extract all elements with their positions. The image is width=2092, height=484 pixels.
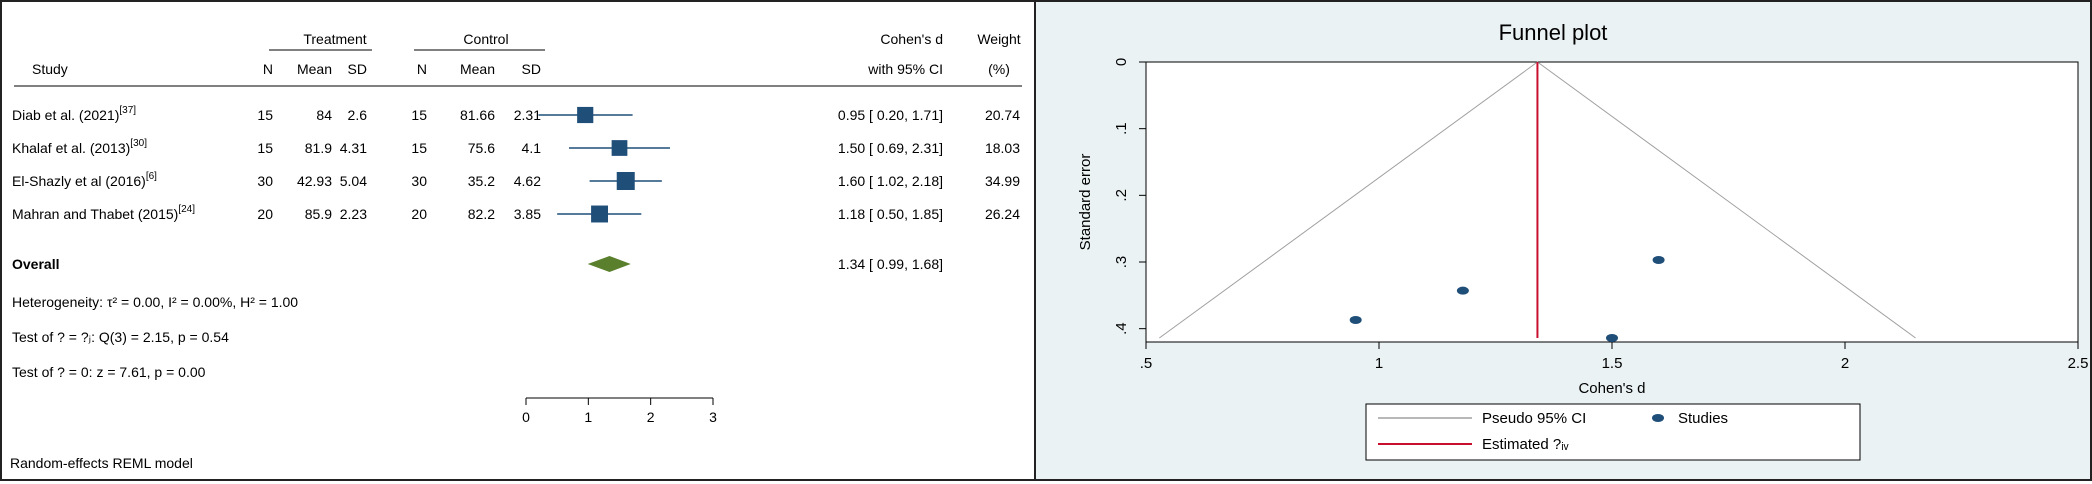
- funnel-y-tick-label: 0: [1113, 58, 1130, 66]
- overall-label: Overall: [12, 256, 59, 272]
- treatment-sd-cell: 4.31: [340, 140, 367, 156]
- legend-studies-swatch: [1652, 414, 1664, 422]
- treatment-mean-header: Mean: [297, 61, 332, 77]
- funnel-plot: Funnel plot .5 1 1.5 2 2.5 0 .1 .2 .3 .4 Standard…: [1077, 20, 2089, 461]
- forest-x-tick-label: 3: [709, 409, 717, 425]
- legend-studies-label: Studies: [1678, 410, 1728, 427]
- study-effect-marker: [616, 172, 635, 190]
- control-n-cell: 15: [411, 140, 427, 156]
- funnel-y-tick-label: .2: [1113, 189, 1130, 202]
- treatment-sd-cell: 2.23: [340, 206, 367, 222]
- treatment-mean-cell: 42.93: [297, 173, 332, 189]
- forest-plot-panel: Treatment Control Study N Mean SD N Mean…: [0, 0, 1036, 481]
- study-name: Mahran and Thabet (2015)[24]: [12, 204, 195, 222]
- control-sd-cell: 4.62: [514, 173, 541, 189]
- overall-diamond: [587, 256, 631, 272]
- weight-header-line2: (%): [988, 61, 1010, 77]
- control-n-cell: 30: [411, 173, 427, 189]
- control-n-cell: 20: [411, 206, 427, 222]
- funnel-x-tick-label: 2.5: [2068, 355, 2089, 372]
- treatment-mean-cell: 85.9: [305, 206, 332, 222]
- treatment-n-header: N: [263, 61, 273, 77]
- forest-x-tick-label: 0: [522, 409, 530, 425]
- funnel-y-tick-label: .1: [1113, 122, 1130, 135]
- study-reference: [6]: [146, 171, 157, 182]
- study-name: Khalaf et al. (2013)[30]: [12, 138, 147, 156]
- control-n-header: N: [417, 61, 427, 77]
- stats-line: Test of ? = ?ⱼ: Q(3) = 2.15, p = 0.54: [12, 329, 229, 345]
- control-mean-cell: 81.66: [460, 107, 495, 123]
- funnel-plot-area: [1145, 61, 2079, 343]
- effect-ci-cell: 1.60 [ 1.02, 2.18]: [838, 173, 943, 189]
- treatment-n-cell: 20: [257, 206, 273, 222]
- funnel-study-point: [1349, 316, 1362, 324]
- study-effect-marker: [591, 205, 609, 223]
- treatment-sd-cell: 2.6: [348, 107, 368, 123]
- funnel-plot-panel: Funnel plot .5 1 1.5 2 2.5 0 .1 .2 .3 .4 Standard…: [1036, 0, 2092, 481]
- funnel-study-point: [1652, 256, 1665, 264]
- weight-cell: 20.74: [985, 107, 1020, 123]
- study-name: Diab et al. (2021)[37]: [12, 105, 136, 123]
- funnel-y-tick-label: .4: [1113, 322, 1130, 335]
- funnel-x-tick-label: 2: [1841, 355, 1849, 372]
- funnel-x-tick-label: 1.5: [1602, 355, 1623, 372]
- effect-ci-cell: 1.50 [ 0.69, 2.31]: [838, 140, 943, 156]
- effect-header-line2: with 95% CI: [867, 61, 943, 77]
- control-mean-header: Mean: [460, 61, 495, 77]
- effect-ci-cell: 0.95 [ 0.20, 1.71]: [838, 107, 943, 123]
- treatment-sd-cell: 5.04: [340, 173, 367, 189]
- weight-cell: 34.99: [985, 173, 1020, 189]
- funnel-y-tick-label: .3: [1113, 256, 1130, 269]
- legend-estimate-label: Estimated ?ᵢᵥ: [1482, 436, 1569, 453]
- study-effect-marker: [577, 106, 594, 124]
- study-reference: [30]: [130, 138, 147, 149]
- funnel-title: Funnel plot: [1499, 20, 1608, 45]
- treatment-n-cell: 15: [257, 107, 273, 123]
- control-header: Control: [463, 31, 508, 47]
- funnel-x-tick-label: .5: [1140, 355, 1153, 372]
- weight-cell: 26.24: [985, 206, 1020, 222]
- funnel-ylabel: Standard error: [1077, 154, 1094, 251]
- control-mean-cell: 35.2: [468, 173, 495, 189]
- study-reference: [24]: [178, 204, 195, 215]
- study-header: Study: [32, 61, 68, 77]
- weight-header-line1: Weight: [977, 31, 1020, 47]
- control-mean-cell: 82.2: [468, 206, 495, 222]
- study-effect-marker: [611, 140, 628, 156]
- stats-line: Test of ? = 0: z = 7.61, p = 0.00: [12, 364, 206, 380]
- funnel-study-point: [1606, 334, 1618, 342]
- stats-line: Heterogeneity: τ² = 0.00, I² = 0.00%, H²…: [12, 294, 298, 310]
- treatment-mean-cell: 81.9: [305, 140, 332, 156]
- effect-ci-cell: 1.18 [ 0.50, 1.85]: [838, 206, 943, 222]
- control-n-cell: 15: [411, 107, 427, 123]
- treatment-sd-header: SD: [348, 61, 367, 77]
- funnel-x-tick-label: 1: [1375, 355, 1383, 372]
- legend-box: [1365, 403, 1861, 461]
- treatment-mean-cell: 84: [316, 107, 332, 123]
- forest-plot: Treatment Control Study N Mean SD N Mean…: [10, 31, 1022, 471]
- control-sd-cell: 4.1: [522, 140, 542, 156]
- weight-cell: 18.03: [985, 140, 1020, 156]
- funnel-xlabel: Cohen's d: [1578, 380, 1645, 397]
- forest-x-tick-label: 2: [647, 409, 655, 425]
- funnel-study-point: [1456, 286, 1469, 295]
- control-sd-cell: 3.85: [514, 206, 541, 222]
- effect-header-line1: Cohen's d: [880, 31, 943, 47]
- legend-ci-label: Pseudo 95% CI: [1482, 410, 1586, 427]
- control-sd-cell: 2.31: [514, 107, 541, 123]
- control-sd-header: SD: [522, 61, 541, 77]
- control-mean-cell: 75.6: [468, 140, 495, 156]
- forest-x-tick-label: 1: [584, 409, 592, 425]
- model-footnote: Random-effects REML model: [10, 455, 193, 471]
- treatment-n-cell: 30: [257, 173, 273, 189]
- treatment-header: Treatment: [303, 31, 366, 47]
- funnel-legend: Pseudo 95% CI Studies Estimated ?ᵢᵥ: [1365, 403, 1861, 461]
- treatment-n-cell: 15: [257, 140, 273, 156]
- study-name: El-Shazly et al (2016)[6]: [12, 171, 157, 189]
- overall-ci-cell: 1.34 [ 0.99, 1.68]: [838, 256, 943, 272]
- study-reference: [37]: [119, 105, 136, 116]
